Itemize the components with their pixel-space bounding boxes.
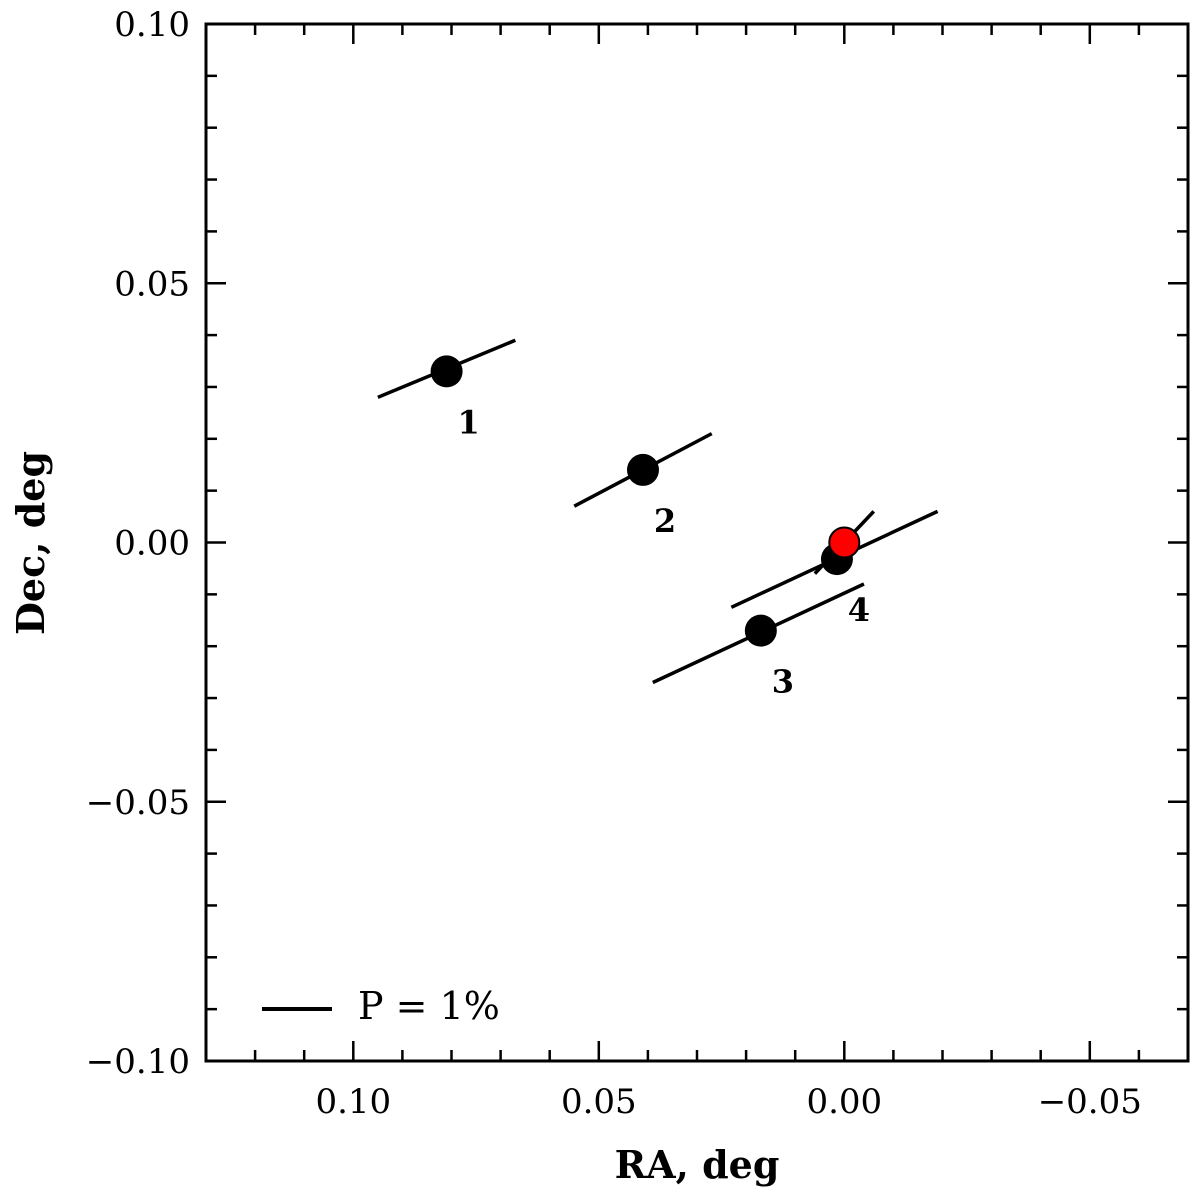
x-tick-label: 0.00 xyxy=(806,1082,882,1122)
x-tick-label: −0.05 xyxy=(1038,1082,1142,1122)
x-axis-label: RA, deg xyxy=(615,1142,780,1187)
data-points xyxy=(430,355,861,647)
legend-label: P = 1% xyxy=(358,984,500,1028)
point-label: 2 xyxy=(654,502,676,540)
data-point xyxy=(744,614,777,647)
point-label: 3 xyxy=(772,663,794,701)
plot-frame xyxy=(204,22,1190,1063)
y-tick-label: 0.10 xyxy=(114,5,190,45)
data-point xyxy=(430,355,463,388)
legend: P = 1% xyxy=(262,984,500,1028)
y-tick-label: 0.05 xyxy=(114,264,190,304)
axes xyxy=(204,22,1190,1063)
y-axis-label: Dec, deg xyxy=(8,451,53,635)
y-tick-label: −0.10 xyxy=(86,1042,190,1082)
y-tick-label: 0.00 xyxy=(114,524,190,564)
ticks: 0.10 0.05 0.00 −0.05 0.10 0.05 0.00 −0.05 −0.10 xyxy=(86,5,1190,1122)
point-label: 1 xyxy=(457,403,479,441)
x-tick-label: 0.05 xyxy=(561,1082,637,1122)
y-tick-label: −0.05 xyxy=(86,783,190,823)
point-labels: 1 2 3 4 xyxy=(457,403,870,700)
x-tick-label: 0.10 xyxy=(315,1082,391,1122)
data-point xyxy=(626,453,659,486)
reference-point xyxy=(828,526,861,559)
point-label: 4 xyxy=(848,591,870,629)
